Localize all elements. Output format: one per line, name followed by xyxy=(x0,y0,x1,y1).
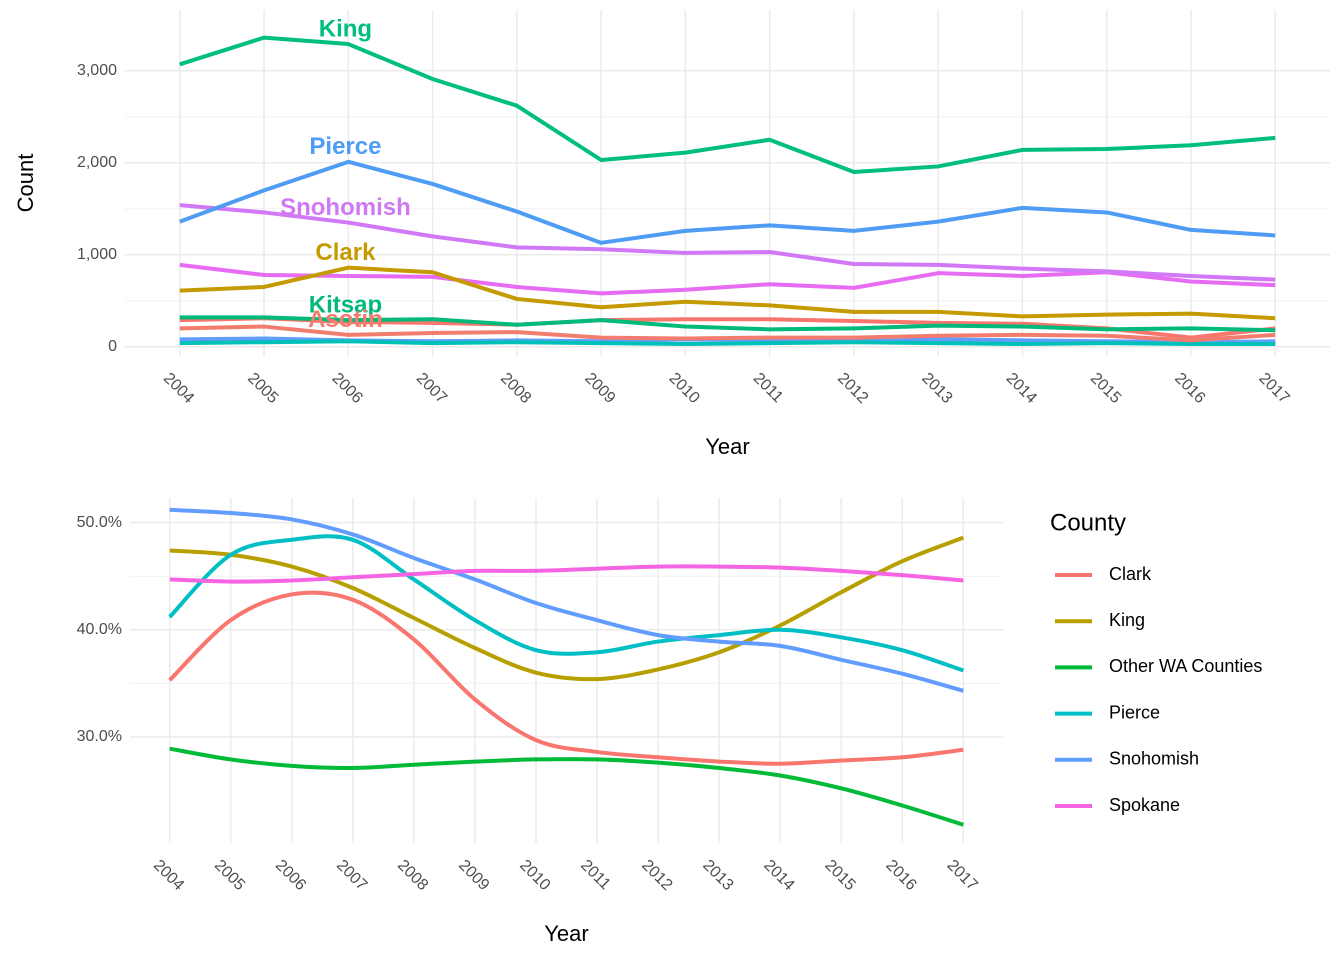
x-tick-label: 2006 xyxy=(328,370,365,407)
series-label: Asotin xyxy=(308,306,383,333)
y-axis-title: Count xyxy=(13,154,38,213)
series-line xyxy=(179,159,1276,245)
x-tick-label: 2012 xyxy=(834,370,871,407)
series-line xyxy=(179,265,1276,321)
series-line xyxy=(169,507,964,693)
x-tick-label: 2016 xyxy=(1171,370,1208,407)
x-tick-label: 2013 xyxy=(699,857,736,894)
x-tick-label: 2013 xyxy=(918,370,955,407)
y-tick-label: 0 xyxy=(108,338,117,355)
x-tick-label: 2015 xyxy=(821,857,858,894)
x-tick-label: 2011 xyxy=(750,370,786,406)
y-tick-label: 50.0% xyxy=(77,514,122,531)
x-tick-label: 2007 xyxy=(413,370,450,407)
series-line xyxy=(169,535,965,682)
legend-label: Other WA Counties xyxy=(1109,656,1262,676)
y-tick-label: 1,000 xyxy=(77,246,117,263)
series-line xyxy=(179,324,1276,343)
series-label: Kitsap xyxy=(309,291,382,318)
series-label: Snohomish xyxy=(280,194,411,221)
x-tick-label: 2012 xyxy=(638,857,675,894)
legend-title: County xyxy=(1050,509,1126,536)
series-line xyxy=(169,746,964,827)
series-line xyxy=(179,339,1276,347)
x-tick-label: 2004 xyxy=(160,370,197,407)
legend-label: Spokane xyxy=(1109,795,1180,815)
x-tick-label: 2015 xyxy=(1087,370,1124,407)
x-tick-label: 2017 xyxy=(943,857,980,894)
x-tick-label: 2014 xyxy=(1003,370,1040,407)
series-label: Pierce xyxy=(309,133,381,160)
x-tick-label: 2007 xyxy=(333,857,370,894)
series-line xyxy=(179,203,1276,282)
series-line xyxy=(179,35,1276,174)
x-axis-title: Year xyxy=(544,921,588,946)
series-line xyxy=(169,564,964,584)
x-tick-label: 2014 xyxy=(760,857,797,894)
x-tick-label: 2016 xyxy=(882,857,919,894)
y-tick-label: 3,000 xyxy=(77,62,117,79)
legend-label: King xyxy=(1109,610,1145,630)
x-tick-label: 2009 xyxy=(581,370,618,407)
x-tick-label: 2005 xyxy=(244,370,281,407)
x-tick-label: 2004 xyxy=(150,857,187,894)
x-tick-label: 2009 xyxy=(455,857,492,894)
y-tick-label: 30.0% xyxy=(77,728,122,745)
y-tick-label: 40.0% xyxy=(77,621,122,638)
y-tick-label: 2,000 xyxy=(77,154,117,171)
x-tick-label: 2008 xyxy=(497,370,534,407)
legend-label: Snohomish xyxy=(1109,749,1199,769)
series-line xyxy=(168,590,964,766)
series-line xyxy=(168,534,964,673)
x-tick-label: 2010 xyxy=(666,370,703,407)
x-tick-label: 2010 xyxy=(516,857,553,894)
x-tick-label: 2005 xyxy=(211,857,248,894)
x-tick-label: 2011 xyxy=(577,857,613,893)
series-label: King xyxy=(319,15,372,42)
legend-label: Clark xyxy=(1109,564,1152,584)
x-axis-title: Year xyxy=(705,434,749,459)
x-tick-label: 2017 xyxy=(1255,370,1292,407)
series-label: Clark xyxy=(315,239,376,266)
x-tick-label: 2006 xyxy=(272,857,309,894)
legend-label: Pierce xyxy=(1109,702,1160,722)
x-tick-label: 2008 xyxy=(394,857,431,894)
series-line xyxy=(179,315,1276,333)
